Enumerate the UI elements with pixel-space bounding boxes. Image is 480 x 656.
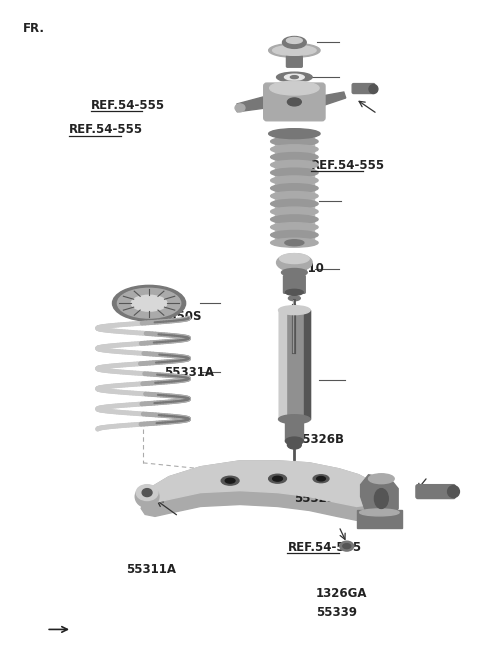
- Ellipse shape: [369, 474, 394, 483]
- Ellipse shape: [281, 268, 307, 276]
- Ellipse shape: [313, 475, 329, 483]
- Bar: [278, 310, 287, 419]
- Text: 1326GA: 1326GA: [316, 587, 367, 600]
- Ellipse shape: [276, 72, 312, 82]
- Polygon shape: [360, 475, 398, 522]
- Ellipse shape: [118, 289, 180, 318]
- Ellipse shape: [221, 476, 239, 485]
- Ellipse shape: [270, 81, 319, 95]
- Ellipse shape: [271, 199, 318, 208]
- Ellipse shape: [285, 74, 304, 80]
- FancyBboxPatch shape: [416, 485, 456, 499]
- Bar: [286, 415, 303, 441]
- Bar: [278, 310, 310, 419]
- Ellipse shape: [288, 296, 300, 300]
- FancyBboxPatch shape: [287, 55, 302, 67]
- Ellipse shape: [135, 485, 159, 508]
- Polygon shape: [141, 461, 380, 520]
- Ellipse shape: [142, 489, 152, 497]
- Polygon shape: [237, 96, 267, 112]
- Ellipse shape: [360, 509, 399, 516]
- Ellipse shape: [235, 104, 245, 112]
- FancyBboxPatch shape: [352, 83, 375, 94]
- Text: 55331A: 55331A: [164, 366, 214, 379]
- Ellipse shape: [271, 207, 318, 216]
- Text: FR.: FR.: [23, 22, 45, 35]
- Ellipse shape: [271, 160, 318, 169]
- Ellipse shape: [343, 544, 351, 548]
- Ellipse shape: [271, 222, 318, 232]
- Ellipse shape: [271, 153, 318, 161]
- Text: 55350S: 55350S: [152, 310, 202, 323]
- Polygon shape: [357, 510, 402, 528]
- Ellipse shape: [273, 45, 316, 55]
- Ellipse shape: [290, 75, 298, 79]
- Ellipse shape: [131, 295, 167, 311]
- Ellipse shape: [112, 285, 186, 321]
- Text: 55339: 55339: [316, 606, 357, 619]
- Ellipse shape: [271, 168, 318, 177]
- Ellipse shape: [369, 85, 378, 94]
- Ellipse shape: [269, 43, 320, 57]
- Ellipse shape: [283, 37, 306, 49]
- Ellipse shape: [276, 254, 312, 272]
- Ellipse shape: [271, 230, 318, 239]
- Bar: [275, 134, 314, 243]
- Ellipse shape: [278, 306, 310, 315]
- Text: 55311A: 55311A: [126, 564, 176, 577]
- Ellipse shape: [288, 98, 301, 106]
- Ellipse shape: [374, 489, 388, 508]
- Text: REF.54-555: REF.54-555: [69, 123, 144, 136]
- Ellipse shape: [271, 137, 318, 146]
- Bar: [304, 310, 310, 419]
- Ellipse shape: [269, 474, 287, 483]
- FancyBboxPatch shape: [284, 276, 305, 293]
- Ellipse shape: [271, 215, 318, 224]
- Ellipse shape: [271, 238, 318, 247]
- Polygon shape: [322, 92, 346, 106]
- Text: REF.54-555: REF.54-555: [311, 159, 385, 172]
- Ellipse shape: [271, 192, 318, 201]
- Ellipse shape: [286, 289, 303, 295]
- Ellipse shape: [136, 485, 158, 501]
- Text: 55326B: 55326B: [295, 434, 345, 446]
- Ellipse shape: [273, 476, 282, 481]
- Ellipse shape: [286, 437, 303, 445]
- Ellipse shape: [269, 129, 320, 138]
- Ellipse shape: [287, 37, 302, 43]
- Ellipse shape: [271, 145, 318, 154]
- Ellipse shape: [340, 541, 354, 551]
- Ellipse shape: [271, 129, 318, 138]
- Ellipse shape: [317, 476, 325, 481]
- Text: REF.54-555: REF.54-555: [91, 99, 165, 112]
- Ellipse shape: [225, 478, 235, 483]
- Text: 55325E: 55325E: [295, 492, 344, 505]
- Ellipse shape: [288, 441, 301, 449]
- Ellipse shape: [286, 417, 303, 422]
- Text: REF.54-555: REF.54-555: [288, 541, 361, 554]
- Ellipse shape: [278, 415, 310, 424]
- FancyBboxPatch shape: [264, 83, 325, 121]
- Ellipse shape: [285, 239, 304, 246]
- Ellipse shape: [447, 485, 459, 497]
- Ellipse shape: [271, 184, 318, 193]
- Text: 55310: 55310: [283, 262, 324, 275]
- Ellipse shape: [271, 176, 318, 185]
- Polygon shape: [141, 461, 380, 506]
- Ellipse shape: [279, 254, 309, 264]
